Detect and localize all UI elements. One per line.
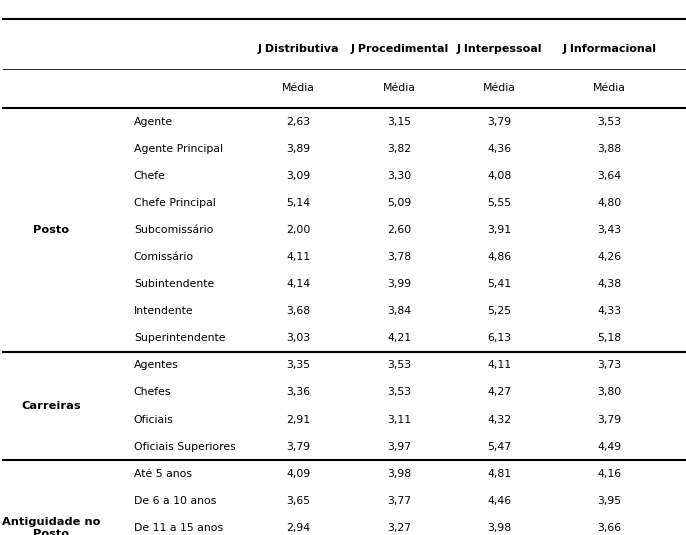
Text: Chefe Principal: Chefe Principal <box>134 198 215 208</box>
Text: 3,79: 3,79 <box>487 117 512 127</box>
Text: 4,32: 4,32 <box>487 415 512 425</box>
Text: Subcomissário: Subcomissário <box>134 225 213 235</box>
Text: Oficiais: Oficiais <box>134 415 174 425</box>
Text: 3,53: 3,53 <box>387 361 412 370</box>
Text: 5,09: 5,09 <box>387 198 412 208</box>
Text: 3,84: 3,84 <box>387 306 412 316</box>
Text: 4,86: 4,86 <box>487 252 512 262</box>
Text: 4,38: 4,38 <box>597 279 622 289</box>
Text: 3,97: 3,97 <box>387 441 412 452</box>
Text: 4,26: 4,26 <box>597 252 622 262</box>
Text: 5,41: 5,41 <box>487 279 512 289</box>
Text: 4,09: 4,09 <box>286 469 311 479</box>
Text: 5,18: 5,18 <box>597 333 622 343</box>
Text: 2,63: 2,63 <box>286 117 311 127</box>
Text: J Informacional: J Informacional <box>562 43 657 54</box>
Text: Agente: Agente <box>134 117 173 127</box>
Text: 3,91: 3,91 <box>487 225 512 235</box>
Text: 6,13: 6,13 <box>487 333 512 343</box>
Text: 3,09: 3,09 <box>286 171 311 181</box>
Text: 3,98: 3,98 <box>487 523 512 533</box>
Text: Chefes: Chefes <box>134 387 172 398</box>
Text: Posto: Posto <box>34 225 69 235</box>
Text: 3,15: 3,15 <box>387 117 412 127</box>
Text: 3,35: 3,35 <box>286 361 311 370</box>
Text: Carreiras: Carreiras <box>22 401 81 411</box>
Text: Chefe: Chefe <box>134 171 165 181</box>
Text: 3,79: 3,79 <box>597 415 622 425</box>
Text: 3,98: 3,98 <box>387 469 412 479</box>
Text: Agente Principal: Agente Principal <box>134 144 223 154</box>
Text: Média: Média <box>383 83 416 93</box>
Text: J Procedimental: J Procedimental <box>350 43 449 54</box>
Text: Intendente: Intendente <box>134 306 193 316</box>
Text: 4,11: 4,11 <box>487 361 512 370</box>
Text: 3,89: 3,89 <box>286 144 311 154</box>
Text: Média: Média <box>593 83 626 93</box>
Text: 3,95: 3,95 <box>597 496 622 506</box>
Text: 3,53: 3,53 <box>387 387 412 398</box>
Text: 2,60: 2,60 <box>387 225 412 235</box>
Text: Antiguidade no
Posto: Antiguidade no Posto <box>2 517 101 535</box>
Text: 3,79: 3,79 <box>286 441 311 452</box>
Text: 2,00: 2,00 <box>286 225 311 235</box>
Text: 4,14: 4,14 <box>286 279 311 289</box>
Text: J Interpessoal: J Interpessoal <box>457 43 542 54</box>
Text: 3,27: 3,27 <box>387 523 412 533</box>
Text: Subintendente: Subintendente <box>134 279 214 289</box>
Text: 3,65: 3,65 <box>286 496 311 506</box>
Text: 3,77: 3,77 <box>387 496 412 506</box>
Text: 3,11: 3,11 <box>387 415 412 425</box>
Text: De 11 a 15 anos: De 11 a 15 anos <box>134 523 223 533</box>
Text: 3,03: 3,03 <box>286 333 311 343</box>
Text: 2,94: 2,94 <box>286 523 311 533</box>
Text: 5,55: 5,55 <box>487 198 512 208</box>
Text: 3,73: 3,73 <box>597 361 622 370</box>
Text: 4,80: 4,80 <box>597 198 622 208</box>
Text: 4,36: 4,36 <box>487 144 512 154</box>
Text: 3,36: 3,36 <box>286 387 311 398</box>
Text: 3,64: 3,64 <box>597 171 622 181</box>
Text: Até 5 anos: Até 5 anos <box>134 469 192 479</box>
Text: 5,47: 5,47 <box>487 441 512 452</box>
Text: 3,88: 3,88 <box>597 144 622 154</box>
Text: 4,21: 4,21 <box>387 333 412 343</box>
Text: 3,78: 3,78 <box>387 252 412 262</box>
Text: J Distributiva: J Distributiva <box>258 43 339 54</box>
Text: Média: Média <box>483 83 516 93</box>
Text: Comissário: Comissário <box>134 252 194 262</box>
Text: 5,25: 5,25 <box>487 306 512 316</box>
Text: 4,46: 4,46 <box>487 496 512 506</box>
Text: 4,33: 4,33 <box>597 306 622 316</box>
Text: 4,16: 4,16 <box>597 469 622 479</box>
Text: Oficiais Superiores: Oficiais Superiores <box>134 441 235 452</box>
Text: 4,08: 4,08 <box>487 171 512 181</box>
Text: Agentes: Agentes <box>134 361 178 370</box>
Text: 4,11: 4,11 <box>286 252 311 262</box>
Text: 3,66: 3,66 <box>597 523 622 533</box>
Text: 4,27: 4,27 <box>487 387 512 398</box>
Text: 3,53: 3,53 <box>597 117 622 127</box>
Text: 2,91: 2,91 <box>286 415 311 425</box>
Text: 4,81: 4,81 <box>487 469 512 479</box>
Text: 5,14: 5,14 <box>286 198 311 208</box>
Text: 3,99: 3,99 <box>387 279 412 289</box>
Text: 4,49: 4,49 <box>597 441 622 452</box>
Text: 3,30: 3,30 <box>387 171 412 181</box>
Text: 3,43: 3,43 <box>597 225 622 235</box>
Text: 3,82: 3,82 <box>387 144 412 154</box>
Text: 3,68: 3,68 <box>286 306 311 316</box>
Text: 3,80: 3,80 <box>597 387 622 398</box>
Text: Média: Média <box>282 83 315 93</box>
Text: De 6 a 10 anos: De 6 a 10 anos <box>134 496 216 506</box>
Text: Superintendente: Superintendente <box>134 333 225 343</box>
